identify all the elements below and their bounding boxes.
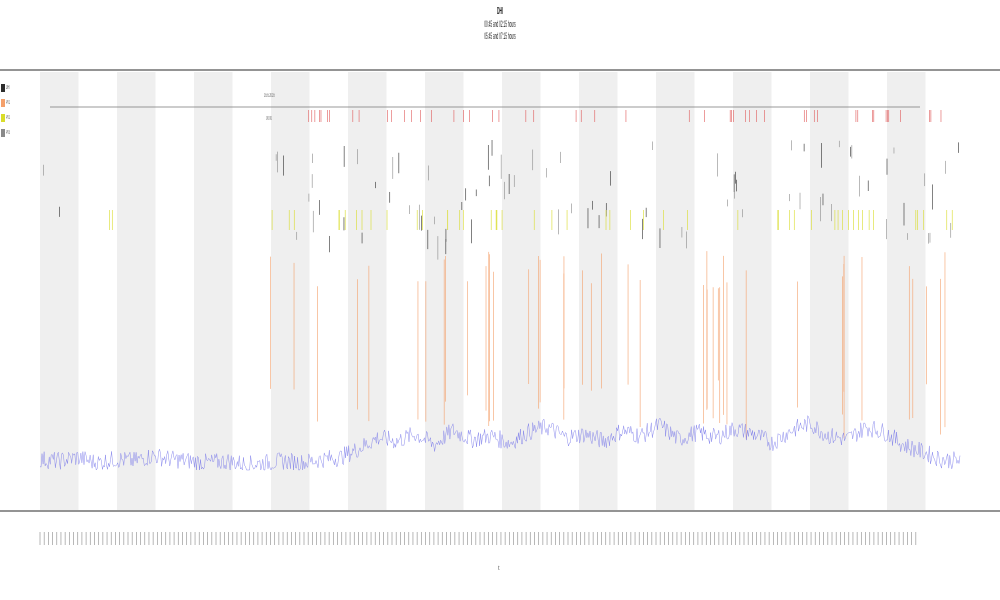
baseline-line: [39, 415, 961, 471]
chart-frame: [0, 69, 1000, 512]
legend-label: PV1: [6, 99, 10, 106]
legend-item-pv1: PV1: [1, 95, 17, 110]
shaded-band: [271, 72, 310, 510]
shaded-band: [733, 72, 772, 510]
x-axis-label: t: [498, 566, 500, 572]
shaded-band: [502, 72, 541, 510]
upper-track-label-time: 00:00: [266, 116, 273, 122]
legend-swatch: [1, 113, 5, 122]
legend-label: DHI: [6, 84, 10, 91]
legend-item-pv3: PV3: [1, 125, 17, 140]
chart-title: DHI: [496, 6, 504, 17]
shaded-band: [810, 72, 849, 510]
legend-swatch: [1, 128, 5, 137]
shaded-band: [656, 72, 695, 510]
legend-label: PV3: [6, 129, 10, 136]
legend-swatch: [1, 83, 5, 92]
chart-title-block: DHI 00:45 and 02:15 hours 05:45 and 07:1…: [0, 6, 1000, 42]
chart-bands: [40, 72, 926, 510]
shaded-band: [348, 72, 387, 510]
legend-swatch: [1, 98, 5, 107]
chart-subtitle-2: 05:45 and 07:15 hours: [484, 31, 516, 41]
chart-baseline-series: [39, 415, 961, 471]
upper-track-label-date: 16.6.2016: [264, 93, 275, 99]
legend-item-dhi: DHI: [1, 80, 17, 95]
legend-item-pv2: PV2: [1, 110, 17, 125]
legend: DHI PV1 PV2 PV3: [1, 80, 17, 140]
chart-spikes: [43, 110, 959, 440]
shaded-band: [40, 72, 79, 510]
legend-label: PV2: [6, 114, 10, 121]
chart-subtitle-1: 00:45 and 02:15 hours: [484, 19, 516, 29]
shaded-band: [579, 72, 618, 510]
shaded-band: [194, 72, 233, 510]
x-tick-marks: [39, 532, 917, 545]
shaded-band: [117, 72, 156, 510]
